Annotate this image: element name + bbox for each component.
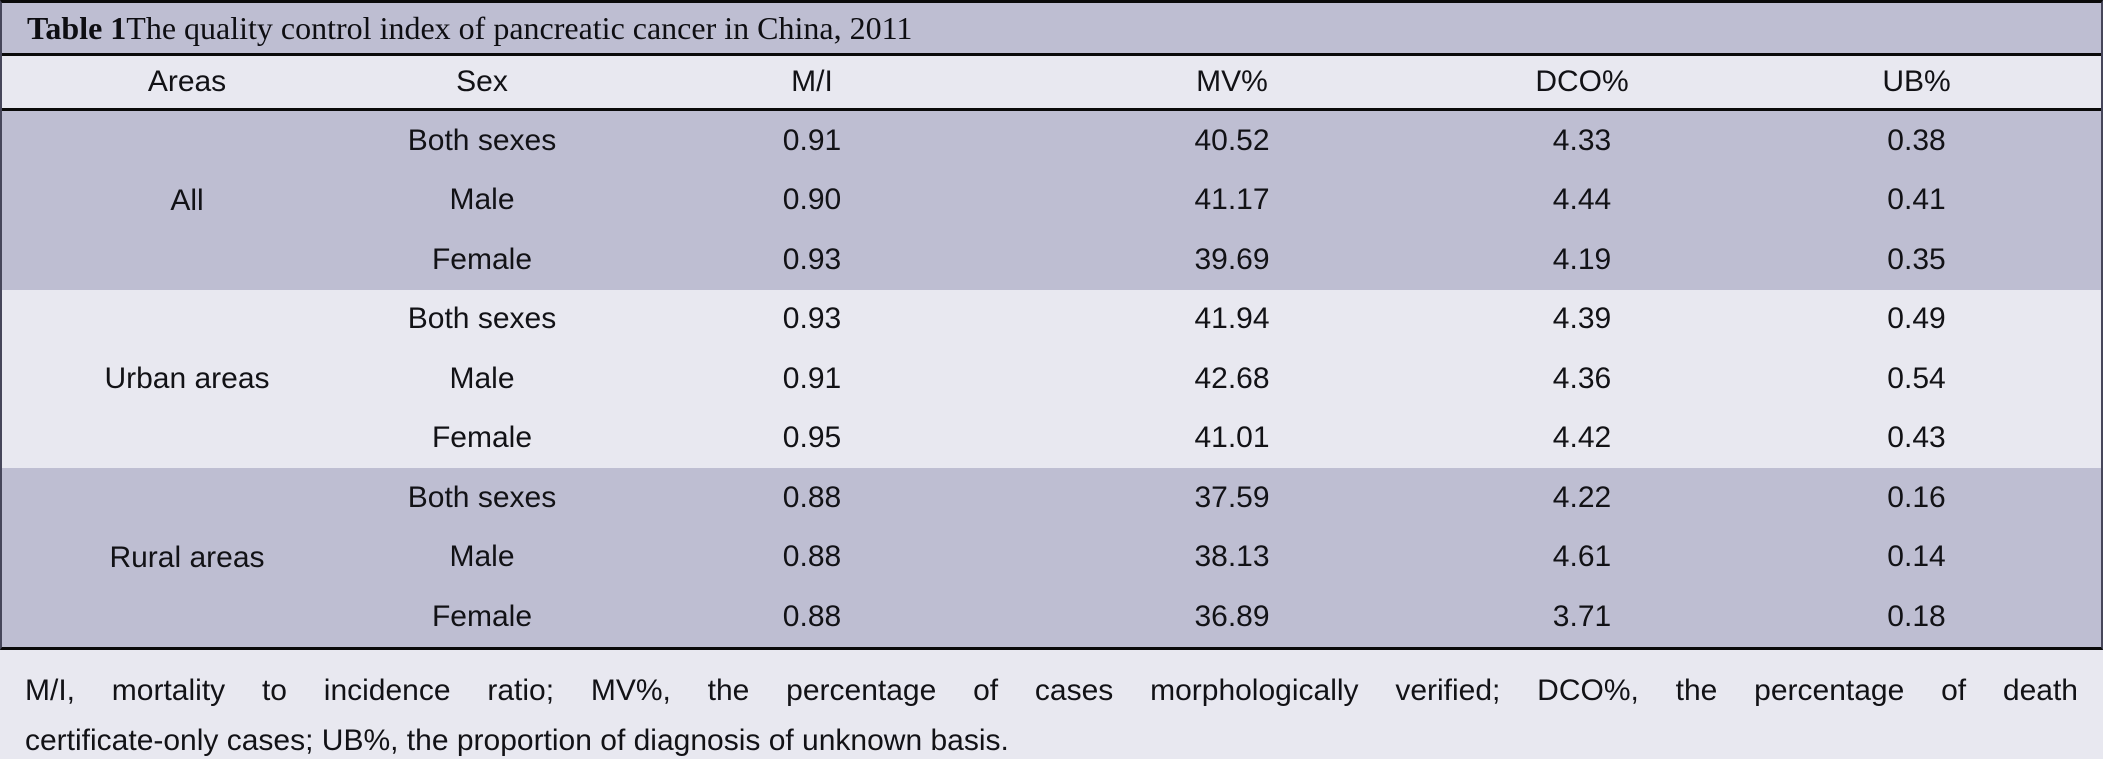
column-header-sex: Sex — [372, 56, 592, 111]
column-header-mi: M/I — [592, 56, 1032, 111]
cell-sex: Male — [372, 527, 592, 587]
table-row: Female 0.93 39.69 4.19 0.35 — [2, 230, 2101, 290]
quality-control-table: Areas Sex M/I MV% DCO% UB% All Both sexe… — [2, 56, 2101, 647]
table-row: Rural areas Both sexes 0.88 37.59 4.22 0… — [2, 468, 2101, 647]
table-number-label: Table 1 — [27, 9, 127, 46]
cell-mi: 0.88 — [592, 468, 1032, 528]
cell-dco: 4.33 — [1432, 109, 1732, 171]
cell-mv: 36.89 — [1032, 587, 1432, 647]
header-row: Areas Sex M/I MV% DCO% UB% — [2, 56, 2101, 111]
cell-ub: 0.43 — [1732, 408, 2101, 468]
cell-mv: 37.59 — [1032, 468, 1432, 528]
cell-mv: 41.94 — [1032, 289, 1432, 349]
area-label-all: All — [2, 109, 372, 290]
cell-ub: 0.41 — [1732, 170, 2101, 230]
table-title-bar: Table 1 The quality control index of pan… — [2, 3, 2101, 56]
cell-ub: 0.16 — [1732, 468, 2101, 528]
cell-dco: 4.44 — [1432, 170, 1732, 230]
cell-dco: 4.36 — [1432, 349, 1732, 409]
cell-mv: 41.17 — [1032, 170, 1432, 230]
cell-mv: 41.01 — [1032, 408, 1432, 468]
cell-mi: 0.88 — [592, 587, 1032, 647]
cell-ub: 0.18 — [1732, 587, 2101, 647]
cell-mi: 0.91 — [592, 349, 1032, 409]
area-label-urban: Urban areas — [2, 289, 372, 468]
cell-ub: 0.14 — [1732, 527, 2101, 587]
table-row: Male 0.90 41.17 4.44 0.41 — [2, 170, 2101, 230]
table-row: Male 0.88 38.13 4.61 0.14 — [2, 527, 2101, 587]
cell-sex: Both sexes — [372, 109, 592, 171]
cell-dco: 4.39 — [1432, 289, 1732, 349]
table-row: Female 0.88 36.89 3.71 0.18 — [2, 587, 2101, 647]
cell-sex: Male — [372, 349, 592, 409]
cell-mv: 39.69 — [1032, 230, 1432, 290]
cell-ub: 0.38 — [1732, 109, 2101, 171]
footnote-line-2: certificate-only cases; UB%, the proport… — [25, 723, 1009, 757]
cell-dco: 4.42 — [1432, 408, 1732, 468]
table-row: All Both sexes 0.91 40.52 4.33 0.38 — [2, 109, 2101, 290]
cell-mi: 0.93 — [592, 230, 1032, 290]
cell-mi: 0.88 — [592, 527, 1032, 587]
cell-ub: 0.35 — [1732, 230, 2101, 290]
cell-sex: Female — [372, 230, 592, 290]
cell-mi: 0.90 — [592, 170, 1032, 230]
cell-sex: Female — [372, 408, 592, 468]
cell-dco: 4.61 — [1432, 527, 1732, 587]
cell-mv: 38.13 — [1032, 527, 1432, 587]
cell-dco: 4.22 — [1432, 468, 1732, 528]
footnote-line-1: M/I, mortality to incidence ratio; MV%, … — [25, 673, 2078, 707]
table-row: Urban areas Both sexes 0.93 41.94 4.39 0… — [2, 289, 2101, 468]
table-title-text: The quality control index of pancreatic … — [126, 9, 913, 46]
column-header-ub: UB% — [1732, 56, 2101, 111]
cell-ub: 0.49 — [1732, 289, 2101, 349]
cell-mi: 0.95 — [592, 408, 1032, 468]
cell-sex: Both sexes — [372, 289, 592, 349]
cell-sex: Female — [372, 587, 592, 647]
table-row: Female 0.95 41.01 4.42 0.43 — [2, 408, 2101, 468]
column-header-dco: DCO% — [1432, 56, 1732, 111]
cell-dco: 3.71 — [1432, 587, 1732, 647]
table-container: Table 1 The quality control index of pan… — [0, 0, 2103, 650]
cell-dco: 4.19 — [1432, 230, 1732, 290]
cell-mv: 42.68 — [1032, 349, 1432, 409]
cell-mi: 0.91 — [592, 109, 1032, 171]
cell-sex: Both sexes — [372, 468, 592, 528]
table-footnote: M/I, mortality to incidence ratio; MV%, … — [0, 649, 2103, 759]
cell-ub: 0.54 — [1732, 349, 2101, 409]
cell-mi: 0.93 — [592, 289, 1032, 349]
column-header-areas: Areas — [2, 56, 372, 111]
column-header-mv: MV% — [1032, 56, 1432, 111]
cell-mv: 40.52 — [1032, 109, 1432, 171]
area-label-rural: Rural areas — [2, 468, 372, 647]
table-row: Male 0.91 42.68 4.36 0.54 — [2, 349, 2101, 409]
cell-sex: Male — [372, 170, 592, 230]
